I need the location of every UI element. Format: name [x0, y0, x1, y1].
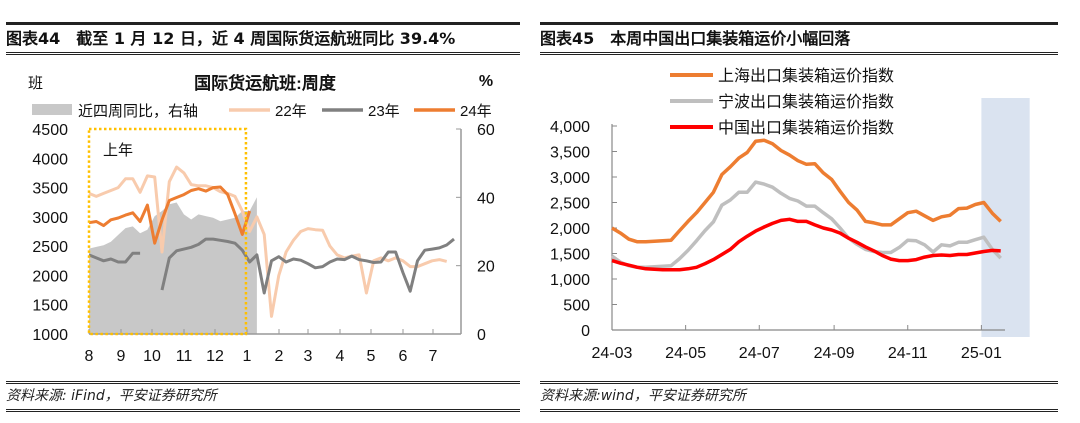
left-y-tick-label: 2000	[32, 268, 68, 285]
legend-swatch-area	[32, 104, 72, 115]
shaded-recent-region	[981, 98, 1030, 337]
x-tick-label: 24-11	[888, 345, 928, 362]
series-line-24年	[88, 185, 252, 245]
right-figure-heading: 本周中国出口集装箱运价小幅回落	[610, 29, 851, 48]
series-line-上海出口集装箱运价指数	[611, 138, 1002, 244]
x-tick-label: 24-09	[814, 345, 855, 362]
x-tick-label: 10	[143, 348, 161, 365]
right-source-text: 资料来源:wind，平安证券研究所	[540, 388, 746, 404]
right-y-unit: %	[479, 73, 493, 90]
left-y-unit: 班	[28, 75, 43, 92]
left-figure-heading: 截至 1 月 12 日，近 4 周国际货运航班同比 39.4%	[76, 29, 456, 48]
x-tick-label: 7	[429, 348, 438, 365]
x-tick-label: 4	[336, 348, 345, 365]
x-tick-label: 24-05	[665, 345, 706, 362]
flights-chart-title: 国际货运航班:周度	[194, 73, 337, 93]
x-tick-label: 5	[367, 348, 376, 365]
y-tick-label: 500	[563, 298, 590, 315]
right-y-tick-label: 40	[477, 190, 495, 207]
legend-label: 近四周同比，右轴	[78, 103, 198, 120]
left-y-tick-label: 3000	[32, 210, 68, 227]
y-tick-label: 1,500	[550, 247, 590, 264]
right-y-tick-label: 0	[477, 327, 486, 344]
left-y-tick-label: 1500	[32, 298, 68, 315]
x-tick-label: 24-03	[592, 345, 633, 362]
y-tick-label: 3,500	[550, 145, 590, 162]
right-figure-header: 图表45 本周中国出口集装箱运价小幅回落	[540, 22, 1058, 55]
annotation-last-year: 上年	[103, 142, 133, 159]
left-y-tick-label: 4500	[32, 122, 68, 139]
y-tick-label: 0	[581, 323, 590, 340]
y-tick-label: 4,000	[550, 119, 590, 136]
y-tick-label: 1,000	[550, 272, 590, 289]
y-tick-label: 2,500	[550, 196, 590, 213]
legend-label: 24年	[460, 103, 492, 120]
legend-label: 23年	[368, 103, 400, 120]
legend-label: 中国出口集装箱运价指数	[718, 119, 894, 137]
left-source-note: 资料来源: iFind，平安证券研究所	[6, 381, 520, 412]
right-y-tick-label: 60	[477, 122, 495, 139]
x-tick-label: 25-01	[961, 345, 1002, 362]
highlight-box-last-year	[87, 127, 248, 336]
left-y-tick-label: 1000	[32, 327, 68, 344]
left-y-tick-label: 4000	[32, 151, 68, 168]
x-tick-label: 6	[399, 348, 408, 365]
right-figure-number: 图表45	[540, 29, 595, 48]
x-tick-label: 2	[275, 348, 284, 365]
freight-index-chart: 4,0003,5003,0002,5002,0001,5001,00050002…	[550, 67, 1030, 362]
right-source-note: 资料来源:wind，平安证券研究所	[540, 381, 1058, 412]
left-figure-number: 图表44	[6, 29, 61, 48]
y-tick-label: 2,000	[550, 221, 590, 238]
left-y-tick-label: 2500	[32, 239, 68, 256]
series-line-中国出口集装箱运价指数	[611, 217, 1001, 272]
x-tick-label: 1	[243, 348, 252, 365]
x-tick-label: 9	[117, 348, 126, 365]
legend-label: 宁波出口集装箱运价指数	[718, 93, 894, 111]
x-tick-label: 12	[206, 348, 224, 365]
x-tick-label: 11	[176, 348, 193, 365]
left-source-text: 资料来源: iFind，平安证券研究所	[6, 388, 217, 404]
series-line-23年	[88, 237, 455, 295]
legend-label: 上海出口集装箱运价指数	[718, 67, 894, 85]
legend-label: 22年	[275, 103, 307, 120]
x-tick-label: 24-07	[739, 345, 780, 362]
right-y-tick-label: 20	[477, 259, 495, 276]
left-y-tick-label: 3500	[32, 181, 68, 198]
yoy-area-series	[89, 197, 257, 334]
series-line-宁波出口集装箱运价指数	[610, 180, 1002, 270]
left-figure-header: 图表44 截至 1 月 12 日，近 4 周国际货运航班同比 39.4%	[6, 22, 520, 55]
x-tick-label: 3	[304, 348, 313, 365]
y-tick-label: 3,000	[550, 170, 590, 187]
flights-chart: 班 国际货运航班:周度 % 45004000350030002500200015…	[28, 73, 495, 365]
x-tick-label: 8	[85, 348, 94, 365]
